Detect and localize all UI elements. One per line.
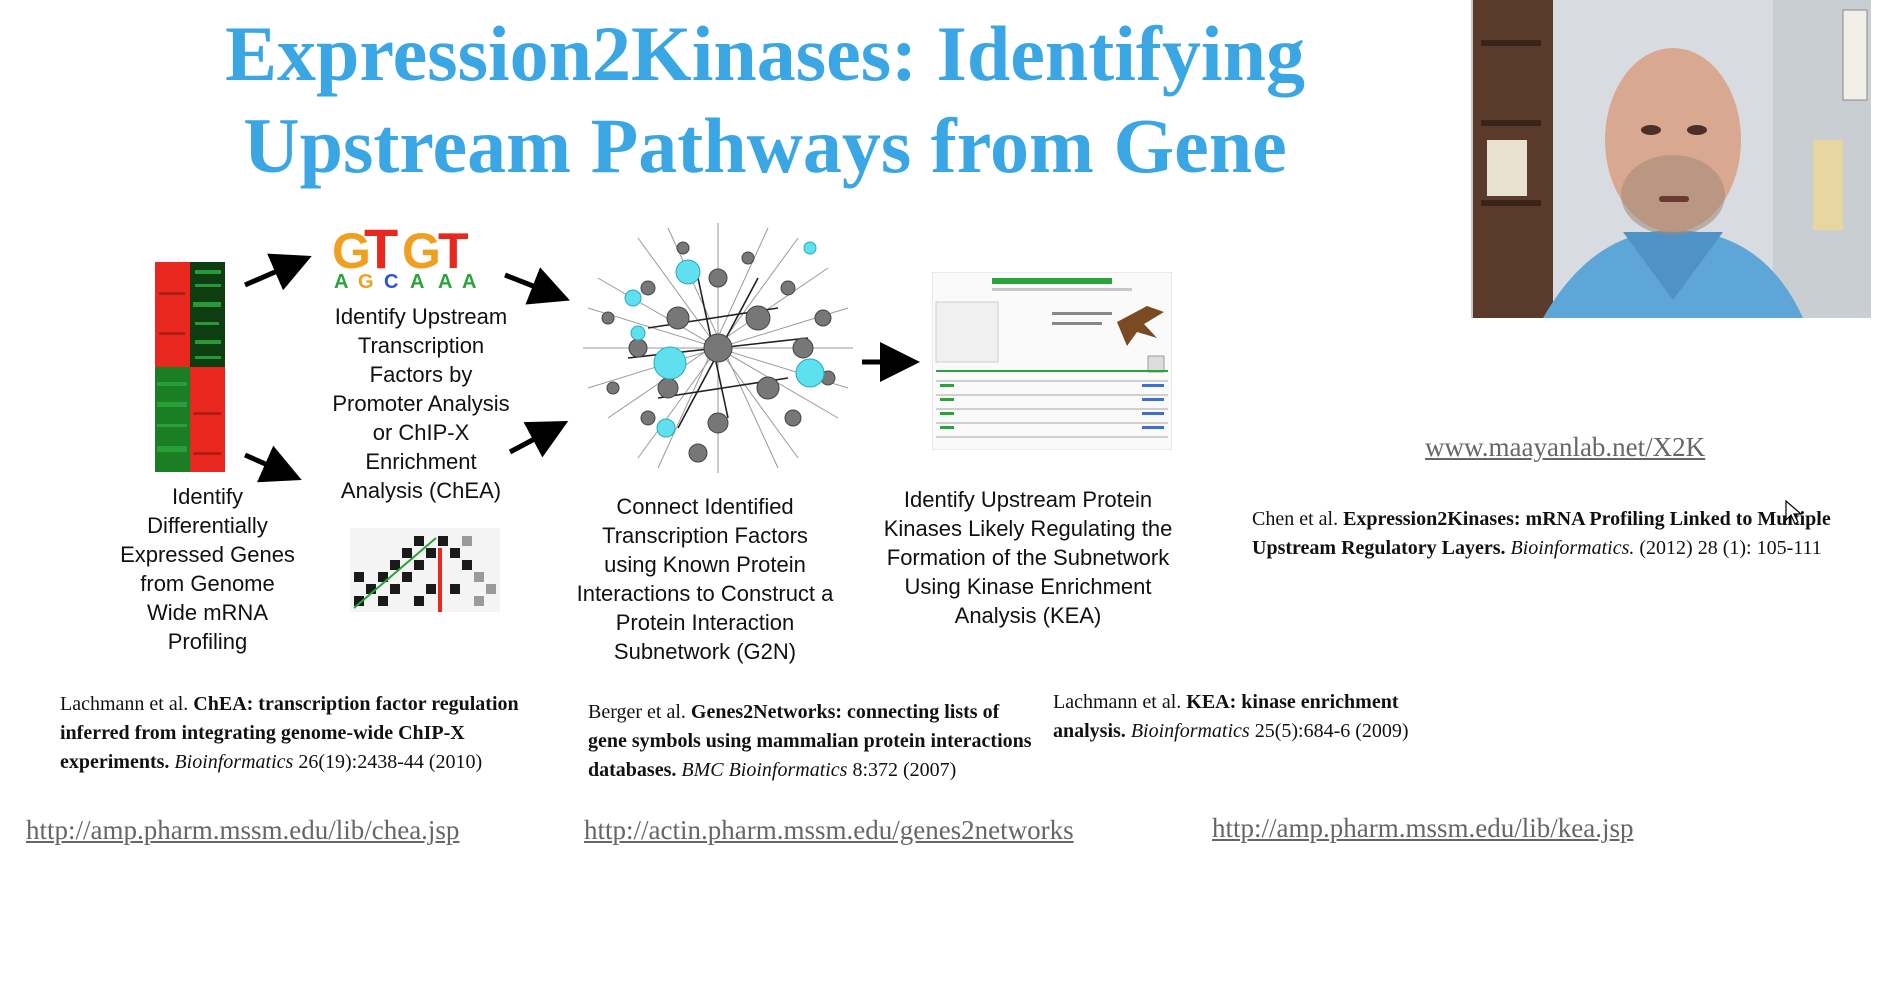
caption-step4: Identify Upstream Protein Kinases Likely… — [858, 485, 1198, 630]
svg-text:A: A — [462, 271, 476, 292]
caption-step3: Connect Identified Transcription Factors… — [550, 492, 860, 666]
caption-line: Profiling — [167, 629, 248, 654]
svg-text:A: A — [438, 271, 452, 292]
expression-heatmap — [155, 262, 225, 477]
caption-line: Identify — [172, 484, 243, 509]
x2k-ref-title: Expression2Kinases: mRNA Profiling Linke… — [1252, 508, 1831, 559]
caption-step2: Identify Upstream Transcription Factors … — [312, 302, 530, 505]
caption-line: Protein Interaction — [615, 610, 795, 635]
caption-line: Interactions to Construct a — [576, 581, 834, 606]
ref-citation: 25(5):684-6 (2009) — [1254, 720, 1409, 742]
x2k-ref-volume: 28 (1): 105-111 — [1697, 537, 1822, 559]
slide-title-line-1: Expression2Kinases: Identifying — [225, 10, 1305, 97]
caption-line: Analysis (ChEA) — [340, 478, 502, 503]
svg-text:G: G — [402, 223, 441, 279]
caption-line: Using Kinase Enrichment — [904, 574, 1152, 599]
presenter-image — [1473, 0, 1871, 318]
x2k-ref-journal: Bioinformatics. — [1510, 537, 1635, 559]
protein-network-image — [578, 218, 858, 483]
x2k-ref-authors: Chen et al. — [1252, 508, 1339, 530]
caption-line: Expressed Genes — [120, 542, 295, 567]
svg-text:T: T — [438, 223, 469, 279]
caption-line: Subnetwork (G2N) — [613, 639, 797, 664]
x2k-link[interactable]: www.maayanlab.net/X2K — [1425, 432, 1706, 462]
ref-title: KEA: kinase enrichment analysis. — [1053, 691, 1399, 742]
svg-text:A: A — [410, 271, 424, 292]
svg-text:T: T — [364, 217, 398, 280]
webcam-video — [1471, 0, 1871, 318]
svg-text:G: G — [358, 271, 374, 292]
ref-authors: Lachmann et al. — [1053, 691, 1182, 713]
reference-chea: Lachmann et al. ChEA: transcription fact… — [60, 690, 570, 777]
cursor-icon — [1785, 499, 1803, 531]
caption-line: Transcription — [357, 333, 485, 358]
kea-screenshot-thumbnail — [931, 271, 1173, 455]
slide-title-line-2: Upstream Pathways from Gene — [243, 102, 1287, 189]
svg-text:A: A — [334, 271, 348, 292]
caption-line: Analysis (KEA) — [954, 603, 1102, 628]
chip-matrix-image — [350, 528, 500, 617]
reference-kea: Lachmann et al. KEA: kinase enrichment a… — [1053, 688, 1453, 746]
ref-journal: BMC Bioinformatics — [681, 759, 848, 781]
caption-line: Promoter Analysis — [332, 391, 510, 416]
caption-step1: Identify Differentially Expressed Genes … — [100, 482, 315, 656]
caption-line: Enrichment — [365, 449, 477, 474]
ref-title: Genes2Networks: connecting lists of gene… — [588, 701, 1032, 781]
caption-line: Wide mRNA — [146, 600, 268, 625]
caption-line: Connect Identified — [616, 494, 794, 519]
caption-line: Differentially — [147, 513, 268, 538]
ref-citation: 26(19):2438-44 (2010) — [298, 751, 483, 773]
chea-link[interactable]: http://amp.pharm.mssm.edu/lib/chea.jsp — [26, 815, 460, 845]
caption-line: Identify Upstream Protein — [903, 487, 1153, 512]
sequence-logo: G T G T A G C A A A — [330, 212, 490, 293]
caption-line: Kinases Likely Regulating the — [883, 516, 1173, 541]
x2k-ref-year: (2012) — [1639, 537, 1693, 559]
caption-line: or ChIP-X — [372, 420, 470, 445]
caption-line: Factors by — [369, 362, 473, 387]
kea-link[interactable]: http://amp.pharm.mssm.edu/lib/kea.jsp — [1212, 813, 1634, 843]
genes2networks-link[interactable]: http://actin.pharm.mssm.edu/genes2networ… — [584, 815, 1074, 845]
ref-authors: Berger et al. — [588, 701, 686, 723]
slide-title: Expression2Kinases: Identifying Upstream… — [0, 8, 1530, 192]
svg-text:G: G — [332, 223, 371, 279]
caption-line: from Genome — [140, 571, 275, 596]
ref-authors: Lachmann et al. — [60, 693, 189, 715]
caption-line: Identify Upstream — [334, 304, 508, 329]
svg-text:C: C — [384, 271, 398, 292]
ref-journal: Bioinformatics — [1130, 720, 1250, 742]
caption-line: Formation of the Subnetwork — [886, 545, 1170, 570]
x2k-reference: Chen et al. Expression2Kinases: mRNA Pro… — [1252, 505, 1892, 563]
reference-genes2networks: Berger et al. Genes2Networks: connecting… — [588, 698, 1038, 785]
ref-citation: 8:372 (2007) — [852, 759, 957, 781]
ref-title: ChEA: transcription factor regulation in… — [60, 693, 519, 773]
caption-line: Transcription Factors — [602, 523, 808, 548]
caption-line: using Known Protein — [604, 552, 806, 577]
ref-journal: Bioinformatics — [174, 751, 294, 773]
